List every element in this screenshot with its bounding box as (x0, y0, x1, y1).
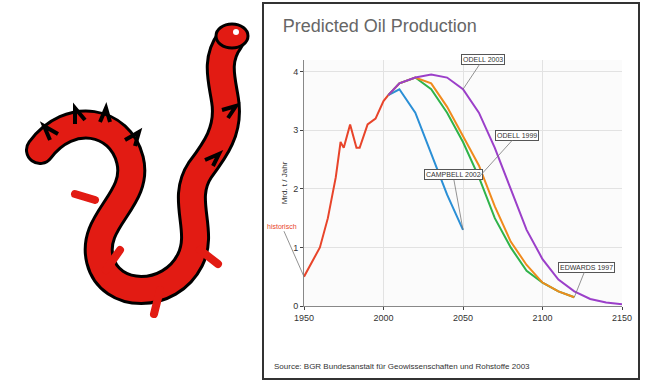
svg-text:2000: 2000 (373, 313, 393, 323)
svg-text:CAMPBELL 2002: CAMPBELL 2002 (426, 171, 481, 178)
svg-text:ODELL 1999: ODELL 1999 (497, 132, 537, 139)
svg-text:ODELL 2003: ODELL 2003 (463, 56, 503, 63)
svg-text:Predicted Oil Production: Predicted Oil Production (283, 16, 477, 36)
svg-text:Mrd. t / Jahr: Mrd. t / Jahr (280, 161, 289, 204)
svg-text:2100: 2100 (532, 313, 552, 323)
svg-text:3: 3 (293, 125, 298, 135)
svg-text:4: 4 (293, 67, 298, 77)
svg-text:historisch: historisch (267, 223, 297, 230)
svg-text:0: 0 (293, 301, 298, 311)
svg-text:2150: 2150 (612, 313, 632, 323)
svg-text:1: 1 (293, 243, 298, 253)
svg-text:EDWARDS 1997: EDWARDS 1997 (560, 264, 613, 271)
svg-text:2: 2 (293, 184, 298, 194)
svg-text:1950: 1950 (294, 313, 314, 323)
svg-text:Source: BGR Bundesanstalt für: Source: BGR Bundesanstalt für Geowissens… (274, 362, 530, 371)
svg-text:2050: 2050 (453, 313, 473, 323)
